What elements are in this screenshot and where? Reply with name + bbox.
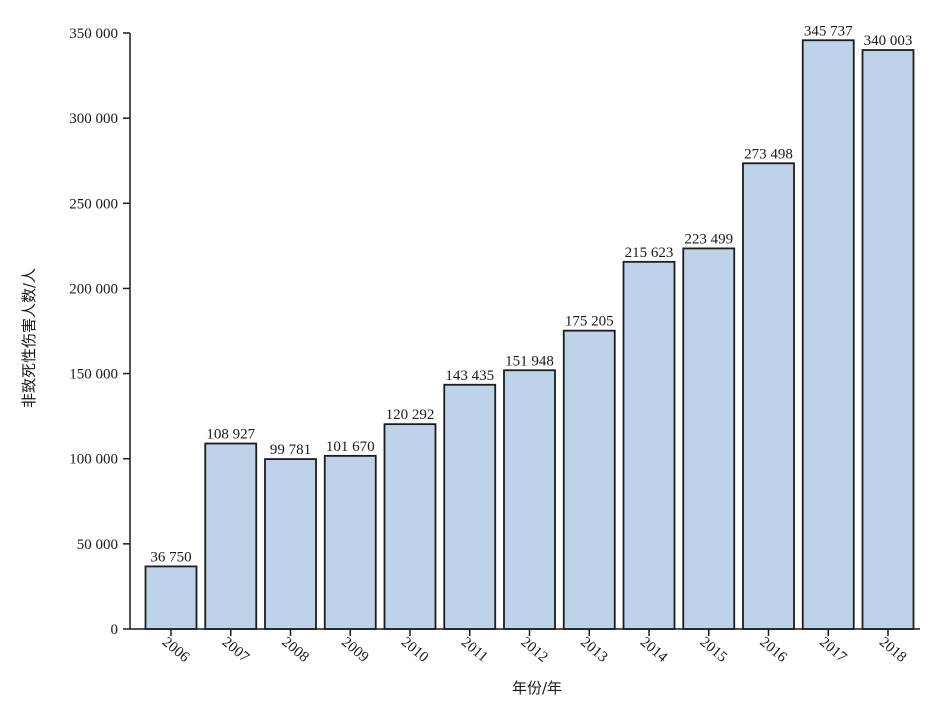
- bar-2012: [503, 369, 556, 630]
- bar-2007: [204, 442, 258, 630]
- data-label-2010: 120 292: [386, 407, 435, 423]
- bar-2017: [801, 39, 855, 630]
- data-label-2007: 108 927: [206, 427, 255, 443]
- y-tick-label: 300 000: [69, 111, 118, 127]
- bar-2009: [323, 454, 377, 630]
- x-tick-label-2009: 2009: [338, 634, 371, 666]
- bar-2014: [622, 260, 676, 630]
- y-tick-label: 50 000: [77, 537, 118, 553]
- bar-2015: [682, 247, 736, 630]
- x-tick-label-2008: 2008: [278, 634, 311, 666]
- x-axis: 2006 2007 2008 2009 2010 2011 2012 2013 2014 2015…: [130, 628, 920, 666]
- bar-2018: [861, 49, 915, 630]
- bar-2006: [144, 565, 198, 630]
- x-tick-label-2017: 2017: [816, 634, 850, 666]
- x-tick-label-2018: 2018: [876, 634, 909, 666]
- data-label-2014: 215 623: [625, 245, 674, 261]
- y-axis-title: 非致死性伤害人数/人: [20, 268, 38, 408]
- x-tick-label-2015: 2015: [697, 634, 730, 666]
- data-label-2017: 345 737: [804, 23, 853, 39]
- data-label-2015: 223 499: [684, 231, 733, 247]
- data-label-2012: 151 948: [505, 353, 554, 369]
- x-tick-label-2013: 2013: [577, 634, 610, 666]
- x-axis-title: 年份/年: [512, 679, 562, 697]
- y-tick-label: 250 000: [69, 196, 118, 212]
- y-tick-label: 100 000: [69, 452, 118, 468]
- bar-2013: [562, 329, 616, 630]
- data-labels: 36 750 108 927 99 781 101 670 120 292 143 435…: [150, 23, 912, 565]
- y-tick-label: 0: [111, 622, 119, 638]
- y-tick-label: 200 000: [69, 281, 118, 297]
- x-tick-label-2016: 2016: [756, 634, 790, 666]
- bar-2008: [264, 458, 317, 630]
- y-tick-label: 350 000: [69, 26, 118, 42]
- bar-2016: [742, 162, 795, 630]
- x-tick-label-2006: 2006: [159, 634, 193, 666]
- data-label-2006: 36 750: [150, 549, 191, 565]
- x-tick-label-2010: 2010: [398, 634, 431, 666]
- x-tick-label-2011: 2011: [458, 634, 491, 665]
- data-label-2013: 175 205: [565, 314, 614, 330]
- data-label-2018: 340 003: [864, 33, 913, 49]
- x-tick-label-2012: 2012: [517, 634, 550, 666]
- data-label-2011: 143 435: [445, 368, 494, 384]
- x-tick-label-2007: 2007: [219, 634, 253, 666]
- bar-2010: [383, 423, 437, 630]
- bar-2011: [443, 383, 497, 630]
- data-label-2008: 99 781: [270, 442, 311, 458]
- y-axis: 0 50 000 100 000 150 000 200 000 250 000 300 0…: [69, 26, 131, 638]
- data-label-2016: 273 498: [744, 146, 793, 162]
- data-label-2009: 101 670: [326, 439, 375, 455]
- y-tick-label: 150 000: [69, 367, 118, 383]
- bars: [144, 39, 915, 630]
- x-tick-label-2014: 2014: [637, 634, 671, 666]
